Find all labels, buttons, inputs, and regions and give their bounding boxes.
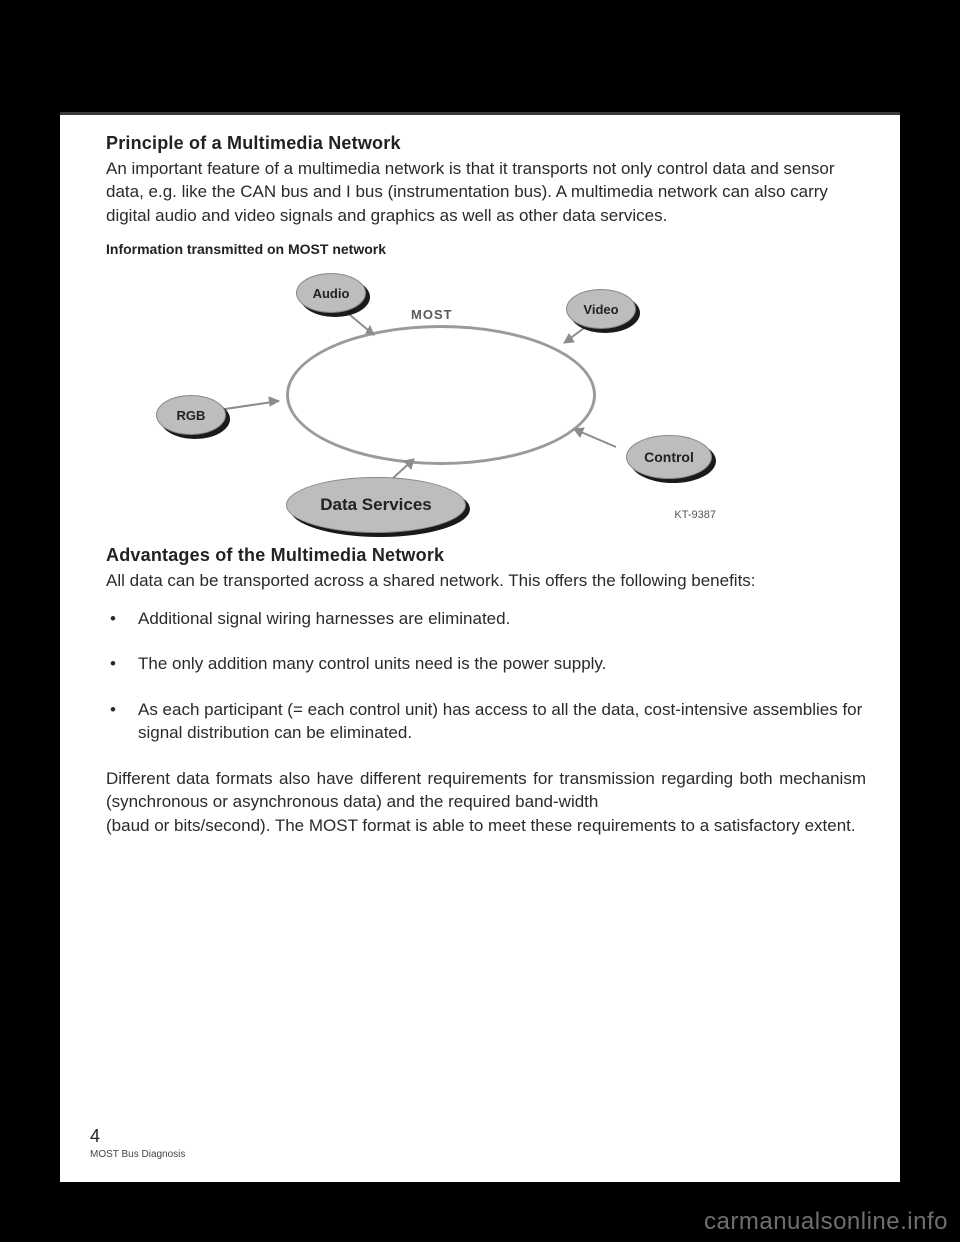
section-intro-advantages: All data can be transported across a sha… [106,569,866,592]
list-item: Additional signal wiring harnesses are e… [106,607,866,630]
node-audio-label: Audio [313,286,350,301]
diagram-center-label: MOST [411,307,453,322]
content-area: Principle of a Multimedia Network An imp… [60,133,900,837]
section-para-principle: An important feature of a multimedia net… [106,157,866,227]
node-control-label: Control [644,449,694,465]
arrow-audio [346,311,386,343]
section-title-principle: Principle of a Multimedia Network [106,133,866,154]
node-data-services: Data Services [286,477,466,533]
most-diagram: MOST Audio [146,265,786,535]
page: Principle of a Multimedia Network An imp… [60,60,900,1182]
watermark: carmanualsonline.info [704,1208,948,1236]
list-item: The only addition many control units nee… [106,652,866,675]
footer-title: MOST Bus Diagnosis [90,1149,185,1160]
closing-para-2: (baud or bits/second). The MOST format i… [106,814,866,837]
figure-caption: Information transmitted on MOST network [106,241,866,257]
node-data-label: Data Services [320,495,432,515]
arrow-control [566,425,626,455]
page-number: 4 [90,1126,185,1147]
diagram-ring [286,325,596,465]
section-title-advantages: Advantages of the Multimedia Network [106,545,866,566]
node-control: Control [626,435,712,479]
figure-ref: KT-9387 [674,509,716,521]
arrow-rgb [221,395,291,415]
node-video: Video [566,289,636,329]
page-footer: 4 MOST Bus Diagnosis [90,1126,185,1160]
advantages-list: Additional signal wiring harnesses are e… [106,607,866,745]
header-rule [60,112,900,115]
closing-para-1: Different data formats also have differe… [106,767,866,814]
node-video-label: Video [583,302,618,317]
node-rgb-label: RGB [177,408,206,423]
list-item: As each participant (= each control unit… [106,698,866,745]
header-blackbar [60,60,900,112]
node-audio: Audio [296,273,366,313]
node-rgb: RGB [156,395,226,435]
